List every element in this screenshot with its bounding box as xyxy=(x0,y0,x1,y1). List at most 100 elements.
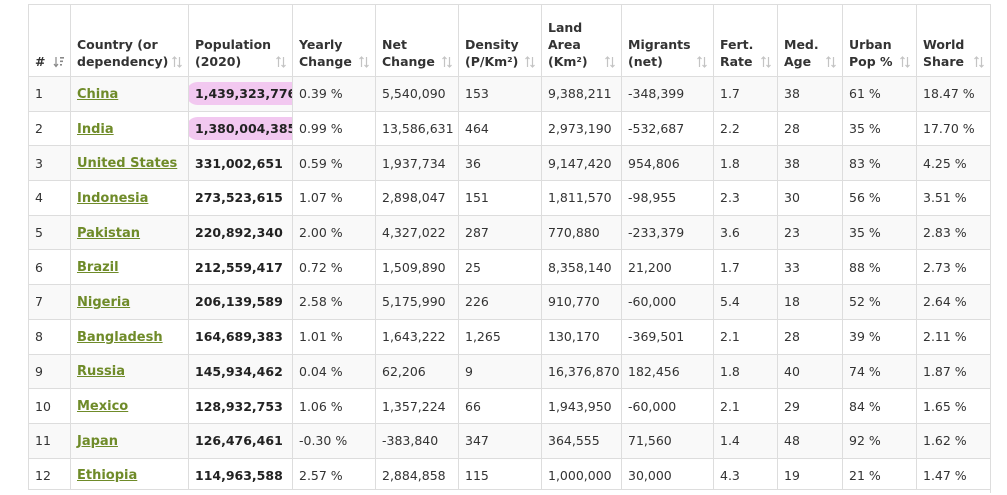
cell-rank: 4 xyxy=(28,180,71,216)
cell-fert-rate: 1.8 xyxy=(713,145,778,182)
cell-migrants: -532,687 xyxy=(621,110,714,147)
cell-population: 212,559,417 xyxy=(188,249,293,286)
cell-world-share: 2.64 % xyxy=(916,284,991,320)
table-row: 5 Pakistan 220,892,340 2.00 % 4,327,022 287 77… xyxy=(28,214,991,251)
sort-arrows-icon[interactable] xyxy=(441,56,453,68)
sort-arrows-icon[interactable] xyxy=(275,56,287,68)
column-header-med-age[interactable]: Med. Age xyxy=(777,4,843,77)
column-header-world-share[interactable]: World Share xyxy=(916,4,991,77)
country-link[interactable]: China xyxy=(77,86,119,102)
cell-migrants: 21,200 xyxy=(621,249,714,286)
cell-country: Indonesia xyxy=(70,180,189,216)
cell-world-share: 17.70 % xyxy=(916,110,991,147)
cell-density: 25 xyxy=(458,249,542,286)
cell-med-age: 28 xyxy=(777,110,843,147)
column-header-urban-pop[interactable]: Urban Pop % xyxy=(842,4,917,77)
cell-density: 115 xyxy=(458,457,542,494)
cell-world-share: 18.47 % xyxy=(916,76,991,112)
cell-fert-rate: 1.7 xyxy=(713,249,778,286)
cell-net-change: 1,937,734 xyxy=(375,145,459,182)
cell-yearly-change: 1.07 % xyxy=(292,180,376,216)
column-header-label: # xyxy=(35,54,46,69)
cell-rank: 3 xyxy=(28,145,71,182)
country-link[interactable]: Bangladesh xyxy=(77,329,163,345)
cell-med-age: 48 xyxy=(777,422,843,459)
cell-density: 464 xyxy=(458,110,542,147)
cell-population: 1,380,004,385 xyxy=(188,110,293,147)
country-link[interactable]: India xyxy=(77,121,114,137)
cell-country: Brazil xyxy=(70,249,189,286)
cell-country: Bangladesh xyxy=(70,318,189,355)
cell-rank: 12 xyxy=(28,457,71,494)
cell-urban-pop: 61 % xyxy=(842,76,917,112)
cell-rank: 9 xyxy=(28,353,71,390)
cell-world-share: 2.11 % xyxy=(916,318,991,355)
column-header-country[interactable]: Country (or dependency) xyxy=(70,4,189,77)
cell-population: 220,892,340 xyxy=(188,214,293,251)
cell-land-area: 16,376,870 xyxy=(541,353,622,390)
country-link[interactable]: Mexico xyxy=(77,399,129,415)
country-link[interactable]: Nigeria xyxy=(77,294,131,310)
sort-arrows-icon[interactable] xyxy=(171,56,183,68)
column-header-migrants[interactable]: Migrants (net) xyxy=(621,4,714,77)
sort-arrows-icon[interactable] xyxy=(899,56,911,68)
sort-arrows-icon[interactable] xyxy=(760,56,772,68)
country-link[interactable]: Indonesia xyxy=(77,190,149,206)
cell-rank: 5 xyxy=(28,214,71,251)
country-link[interactable]: Pakistan xyxy=(77,225,141,241)
cell-population: 1,439,323,776 xyxy=(188,76,293,112)
sort-arrows-icon[interactable] xyxy=(358,56,370,68)
column-header-land-area[interactable]: Land Area (Km²) xyxy=(541,4,622,77)
country-link[interactable]: Japan xyxy=(77,433,118,449)
column-header-label: Migrants (net) xyxy=(628,37,691,69)
sort-numeric-ascending-icon[interactable] xyxy=(53,56,65,68)
cell-land-area: 1,811,570 xyxy=(541,180,622,216)
sort-arrows-icon[interactable] xyxy=(696,56,708,68)
population-value: 273,523,615 xyxy=(195,190,283,206)
cell-med-age: 38 xyxy=(777,76,843,112)
cell-net-change: 2,884,858 xyxy=(375,457,459,494)
cell-fert-rate: 1.8 xyxy=(713,353,778,390)
sort-arrows-icon[interactable] xyxy=(604,56,616,68)
column-header-population[interactable]: Population (2020) xyxy=(188,4,293,77)
column-header-label: Urban Pop % xyxy=(849,37,893,69)
cell-yearly-change: 0.99 % xyxy=(292,110,376,147)
population-value: 145,934,462 xyxy=(195,363,283,379)
population-value-highlighted: 1,380,004,385 xyxy=(189,117,292,141)
sort-arrows-icon[interactable] xyxy=(524,56,536,68)
cell-migrants: -369,501 xyxy=(621,318,714,355)
column-header-label: Land Area (Km²) xyxy=(548,20,588,69)
country-link[interactable]: Brazil xyxy=(77,260,119,276)
cell-net-change: 5,175,990 xyxy=(375,284,459,320)
cell-fert-rate: 1.4 xyxy=(713,422,778,459)
country-link[interactable]: United States xyxy=(77,156,178,172)
cell-fert-rate: 3.6 xyxy=(713,214,778,251)
cell-country: Mexico xyxy=(70,388,189,424)
cell-land-area: 9,388,211 xyxy=(541,76,622,112)
column-header-label: Population (2020) xyxy=(195,37,272,69)
country-link[interactable]: Ethiopia xyxy=(77,468,138,484)
cell-fert-rate: 2.1 xyxy=(713,388,778,424)
sort-arrows-icon[interactable] xyxy=(825,56,837,68)
sort-arrows-icon[interactable] xyxy=(973,56,985,68)
column-header-density[interactable]: Density (P/Km²) xyxy=(458,4,542,77)
column-header-rank[interactable]: # xyxy=(28,4,71,77)
cell-fert-rate: 1.7 xyxy=(713,76,778,112)
cell-population: 126,476,461 xyxy=(188,422,293,459)
population-value-highlighted: 1,439,323,776 xyxy=(189,82,292,106)
cell-net-change: 1,643,222 xyxy=(375,318,459,355)
cell-population: 164,689,383 xyxy=(188,318,293,355)
country-link[interactable]: Russia xyxy=(77,364,125,380)
cell-world-share: 1.87 % xyxy=(916,353,991,390)
column-header-fert-rate[interactable]: Fert. Rate xyxy=(713,4,778,77)
cell-land-area: 2,973,190 xyxy=(541,110,622,147)
column-header-net-change[interactable]: Net Change xyxy=(375,4,459,77)
cell-net-change: 13,586,631 xyxy=(375,110,459,147)
table-bottom-edge xyxy=(28,489,990,495)
cell-migrants: -233,379 xyxy=(621,214,714,251)
population-value: 206,139,589 xyxy=(195,294,283,310)
population-value: 128,932,753 xyxy=(195,398,283,414)
column-header-yearly-change[interactable]: Yearly Change xyxy=(292,4,376,77)
cell-urban-pop: 35 % xyxy=(842,110,917,147)
population-value: 164,689,383 xyxy=(195,329,283,345)
